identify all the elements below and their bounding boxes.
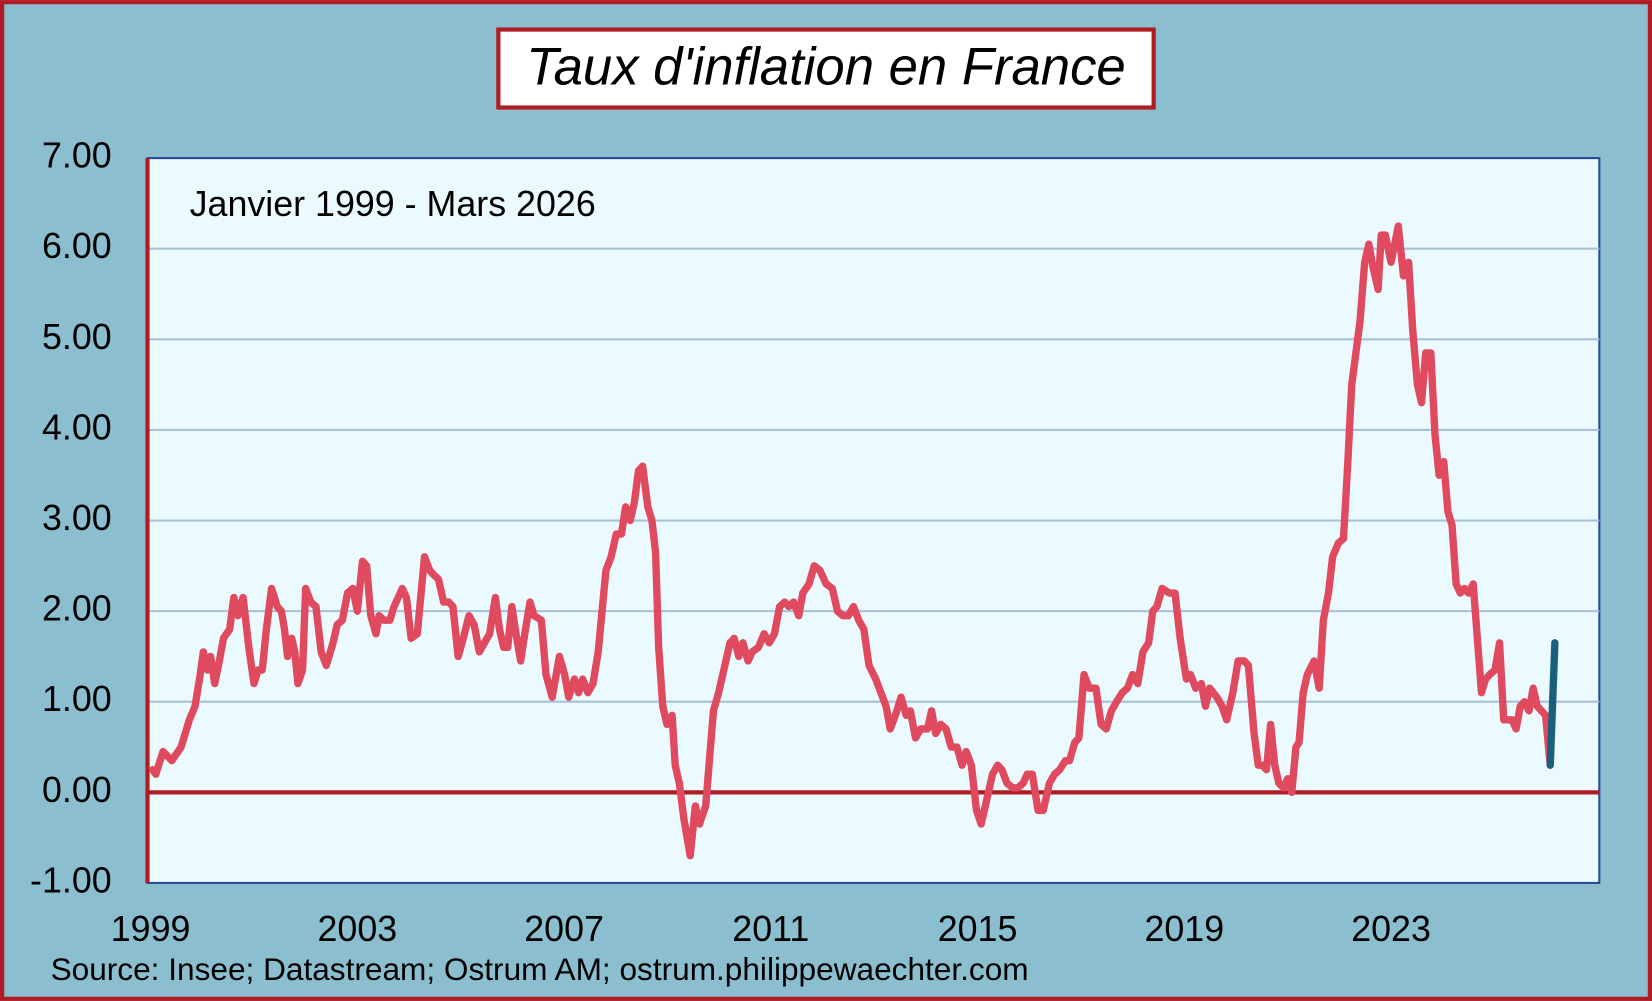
x-tick-label: 1999 (111, 909, 191, 949)
x-tick-label: 2023 (1351, 909, 1431, 949)
y-tick-label: 3.00 (42, 498, 112, 538)
y-tick-label: 6.00 (42, 226, 112, 266)
y-tick-label: -1.00 (30, 860, 112, 900)
chart-title: Taux d'inflation en France (526, 38, 1125, 97)
x-tick-label: 2015 (938, 909, 1018, 949)
subtitle: Janvier 1999 - Mars 2026 (190, 184, 596, 224)
y-tick-label: 1.00 (42, 679, 112, 719)
x-tick-label: 2019 (1144, 909, 1224, 949)
x-tick-label: 2003 (318, 909, 398, 949)
y-tick-label: 5.00 (42, 317, 112, 357)
y-tick-label: 2.00 (42, 589, 112, 629)
x-tick-label: 2007 (524, 909, 604, 949)
source: Source: Insee; Datastream; Ostrum AM; os… (51, 951, 1029, 987)
series-line (1546, 639, 1559, 769)
y-tick-label: 7.00 (42, 136, 112, 176)
y-tick-label: 0.00 (42, 770, 112, 810)
series-line (148, 222, 1554, 860)
title-box (496, 27, 1156, 110)
y-tick-label: 4.00 (42, 407, 112, 447)
x-tick-label: 2011 (732, 909, 809, 949)
